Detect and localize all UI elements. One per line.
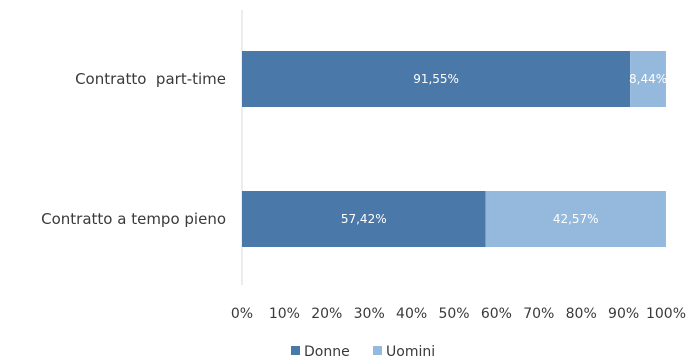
data-label-donne-1: 57,42%: [341, 212, 387, 226]
x-tick-label: 60%: [481, 306, 512, 322]
x-tick-label: 0%: [231, 306, 253, 322]
data-label-uomini-1: 42,57%: [553, 212, 599, 226]
legend-swatch-uomini: [373, 346, 382, 355]
x-tick-label: 70%: [523, 306, 554, 322]
legend-swatch-donne: [291, 346, 300, 355]
x-tick-label: 50%: [438, 306, 469, 322]
bar-donne-0: [242, 51, 631, 107]
x-tick-label: 30%: [354, 306, 385, 322]
x-tick-label: 10%: [269, 306, 300, 322]
x-tick-label: 90%: [608, 306, 639, 322]
bar-uomini-0: [630, 51, 666, 107]
x-axis-tick-labels: 0% 10% 20% 30% 40% 50% 60% 70% 80% 90% 100%: [231, 306, 686, 322]
x-tick-label: 80%: [566, 306, 597, 322]
legend-label-donne: Donne: [304, 344, 350, 360]
data-label-donne-0: 91,55%: [413, 72, 459, 86]
category-label-0: Contratto part-time: [75, 70, 226, 88]
bar-uomini-1: [485, 191, 666, 247]
x-tick-label: 100%: [646, 306, 686, 322]
data-label-uomini-0: 8,44%: [629, 72, 667, 86]
bar-donne-1: [242, 191, 486, 247]
x-tick-label: 40%: [396, 306, 427, 322]
category-labels: Contratto part-time Contratto a tempo pie…: [41, 70, 226, 228]
legend: Donne Uomini: [291, 344, 435, 360]
plot-area: 91,55% 8,44% 57,42% 42,57%: [241, 10, 667, 285]
legend-label-uomini: Uomini: [386, 344, 435, 360]
x-tick-label: 20%: [311, 306, 342, 322]
category-label-1: Contratto a tempo pieno: [41, 210, 226, 228]
